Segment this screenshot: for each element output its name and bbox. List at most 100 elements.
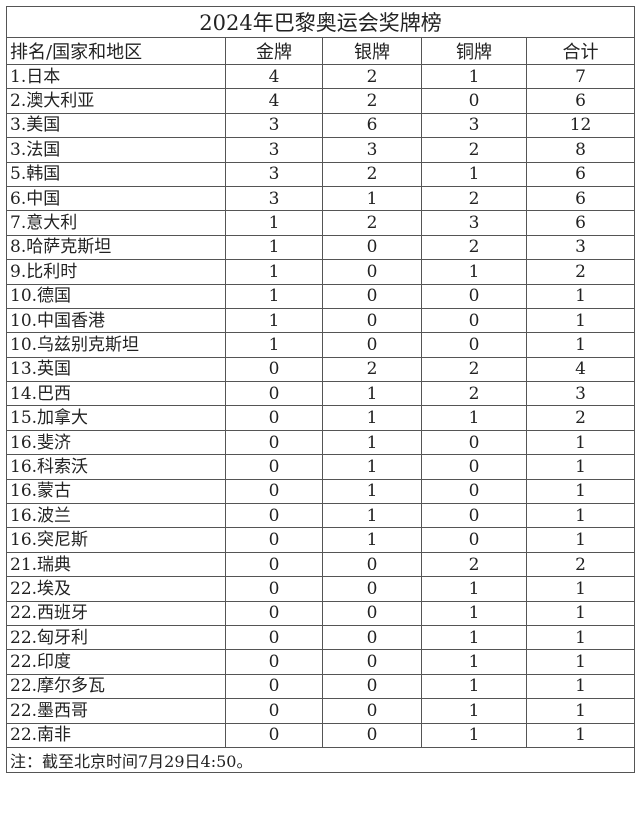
country-cell: 22.西班牙 — [6, 600, 226, 626]
gold-cell: 1 — [225, 234, 323, 261]
total-cell: 1 — [525, 478, 636, 505]
header-total: 合计 — [525, 37, 636, 65]
table-row: 14.巴西 0 1 2 3 — [6, 381, 636, 407]
silver-cell: 0 — [322, 673, 422, 700]
table-row: 13.英国 0 2 2 4 — [6, 356, 636, 383]
header-bronze: 铜牌 — [421, 37, 527, 65]
header-silver: 银牌 — [322, 37, 422, 65]
silver-cell: 1 — [322, 478, 422, 505]
bronze-cell: 1 — [421, 624, 527, 651]
table-row: 22.摩尔多瓦 0 0 1 1 — [6, 673, 636, 700]
total-cell: 1 — [525, 429, 636, 456]
country-cell: 16.斐济 — [6, 429, 226, 456]
total-cell: 1 — [525, 503, 636, 529]
silver-cell: 0 — [322, 576, 422, 602]
silver-cell: 2 — [322, 88, 422, 114]
total-cell: 1 — [525, 698, 636, 724]
gold-cell: 0 — [225, 356, 323, 383]
country-cell: 22.摩尔多瓦 — [6, 673, 226, 700]
gold-cell: 3 — [225, 161, 323, 187]
table-row: 7.意大利 1 2 3 6 — [6, 210, 636, 236]
gold-cell: 0 — [225, 527, 323, 553]
gold-cell: 0 — [225, 576, 323, 602]
country-cell: 10.乌兹别克斯坦 — [6, 332, 226, 358]
table-row: 15.加拿大 0 1 1 2 — [6, 405, 636, 431]
table-row: 16.蒙古 0 1 0 1 — [6, 478, 636, 505]
silver-cell: 1 — [322, 381, 422, 407]
total-cell: 2 — [525, 551, 636, 578]
table-row: 22.埃及 0 0 1 1 — [6, 576, 636, 602]
total-cell: 1 — [525, 673, 636, 700]
silver-cell: 0 — [322, 332, 422, 358]
country-cell: 22.墨西哥 — [6, 698, 226, 724]
country-cell: 22.南非 — [6, 722, 226, 748]
table-row: 2.澳大利亚 4 2 0 6 — [6, 88, 636, 114]
header-gold: 金牌 — [225, 37, 323, 65]
table-row: 22.墨西哥 0 0 1 1 — [6, 698, 636, 724]
table-title: 2024年巴黎奥运会奖牌榜 — [5, 6, 636, 38]
total-cell: 6 — [525, 210, 636, 236]
country-cell: 5.韩国 — [6, 161, 226, 187]
bronze-cell: 2 — [421, 551, 527, 578]
bronze-cell: 3 — [421, 210, 527, 236]
silver-cell: 2 — [322, 161, 422, 187]
gold-cell: 0 — [225, 649, 323, 675]
total-cell: 4 — [525, 356, 636, 383]
country-cell: 3.法国 — [6, 137, 226, 163]
total-cell: 1 — [525, 576, 636, 602]
total-cell: 7 — [525, 63, 636, 90]
country-cell: 3.美国 — [6, 112, 226, 139]
total-cell: 6 — [525, 185, 636, 212]
gold-cell: 0 — [225, 551, 323, 578]
bronze-cell: 1 — [421, 576, 527, 602]
silver-cell: 6 — [322, 112, 422, 139]
country-cell: 13.英国 — [6, 356, 226, 383]
country-cell: 8.哈萨克斯坦 — [6, 234, 226, 261]
table-row: 22.印度 0 0 1 1 — [6, 649, 636, 675]
gold-cell: 0 — [225, 698, 323, 724]
silver-cell: 0 — [322, 259, 422, 285]
country-cell: 16.科索沃 — [6, 454, 226, 480]
bronze-cell: 0 — [421, 429, 527, 456]
bronze-cell: 0 — [421, 527, 527, 553]
silver-cell: 1 — [322, 503, 422, 529]
table-row: 5.韩国 3 2 1 6 — [6, 161, 636, 187]
total-cell: 1 — [525, 722, 636, 748]
country-cell: 16.突尼斯 — [6, 527, 226, 553]
table-row: 3.法国 3 3 2 8 — [6, 137, 636, 163]
silver-cell: 2 — [322, 356, 422, 383]
total-cell: 12 — [525, 112, 636, 139]
table-row: 22.南非 0 0 1 1 — [6, 722, 636, 748]
bronze-cell: 0 — [421, 454, 527, 480]
table-row: 9.比利时 1 0 1 2 — [6, 259, 636, 285]
bronze-cell: 2 — [421, 185, 527, 212]
bronze-cell: 1 — [421, 161, 527, 187]
header-rank-country: 排名/国家和地区 — [6, 37, 226, 65]
bronze-cell: 1 — [421, 649, 527, 675]
silver-cell: 0 — [322, 551, 422, 578]
silver-cell: 1 — [322, 527, 422, 553]
header-row: 排名/国家和地区 金牌 银牌 铜牌 合计 — [6, 37, 636, 65]
bronze-cell: 3 — [421, 112, 527, 139]
table-row: 10.乌兹别克斯坦 1 0 0 1 — [6, 332, 636, 358]
bronze-cell: 0 — [421, 283, 527, 309]
gold-cell: 1 — [225, 283, 323, 309]
country-cell: 14.巴西 — [6, 381, 226, 407]
gold-cell: 0 — [225, 405, 323, 431]
bronze-cell: 0 — [421, 332, 527, 358]
gold-cell: 1 — [225, 259, 323, 285]
table-row: 16.科索沃 0 1 0 1 — [6, 454, 636, 480]
silver-cell: 2 — [322, 63, 422, 90]
table-row: 16.突尼斯 0 1 0 1 — [6, 527, 636, 553]
gold-cell: 0 — [225, 454, 323, 480]
silver-cell: 0 — [322, 722, 422, 748]
table-row: 21.瑞典 0 0 2 2 — [6, 551, 636, 578]
silver-cell: 2 — [322, 210, 422, 236]
gold-cell: 0 — [225, 624, 323, 651]
gold-cell: 4 — [225, 88, 323, 114]
bronze-cell: 0 — [421, 88, 527, 114]
gold-cell: 1 — [225, 307, 323, 334]
total-cell: 6 — [525, 161, 636, 187]
gold-cell: 0 — [225, 381, 323, 407]
gold-cell: 1 — [225, 210, 323, 236]
